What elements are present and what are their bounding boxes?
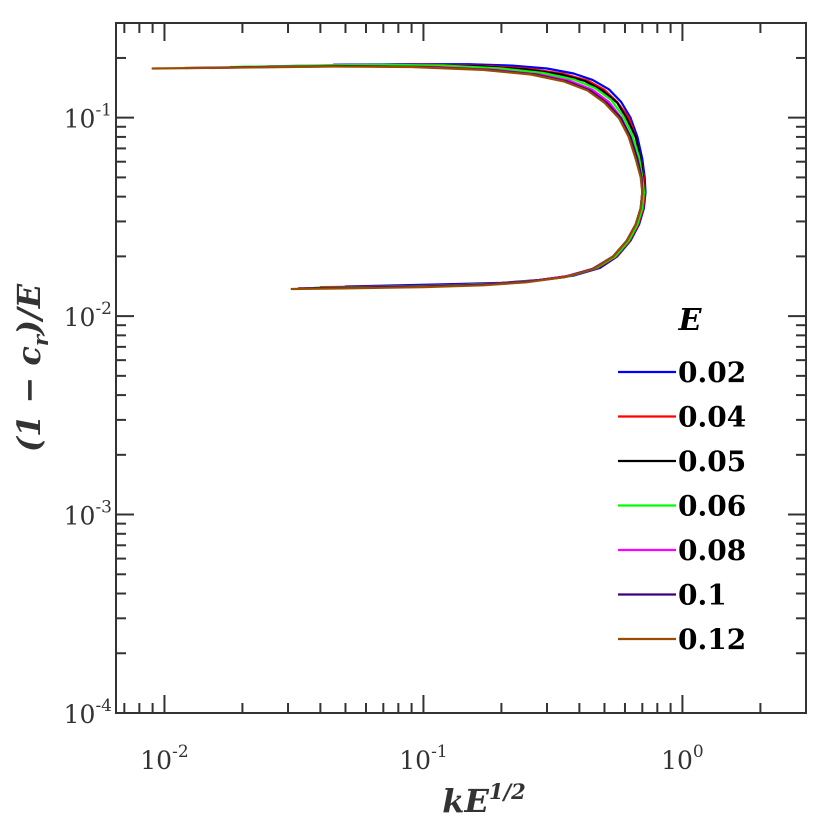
x-tick-label: 10-1: [399, 742, 447, 775]
y-tick-label: 10-3: [64, 498, 112, 531]
series-line-0.05: [241, 63, 646, 289]
y-tick-label: 10-2: [64, 299, 112, 332]
series-line-0.12: [151, 65, 644, 291]
svg-text:(1 − cr)/E: (1 − cr)/E: [10, 283, 53, 452]
x-tick-label: 100: [661, 742, 704, 775]
legend-title: E: [678, 303, 703, 338]
y-axis-label: (1 − cr)/E: [10, 283, 53, 452]
x-tick-label: 10-2: [140, 742, 188, 775]
y-tick-label: 10-1: [64, 101, 112, 134]
legend-label-0.04: 0.04: [678, 401, 746, 434]
legend-label-0.02: 0.02: [678, 356, 746, 389]
series-line-0.04: [266, 63, 646, 289]
y-tick-label: 10-4: [64, 696, 112, 729]
series-line-0.1: [183, 64, 644, 290]
legend-label-0.05: 0.05: [678, 445, 746, 478]
series-line-0.08: [209, 64, 644, 290]
legend: E 0.02 0.04 0.05 0.06 0.08 0.1 0.12: [618, 303, 746, 656]
series-line-0.06: [229, 63, 646, 289]
legend-label-0.1: 0.1: [678, 579, 727, 612]
legend-label-0.06: 0.06: [678, 490, 746, 523]
x-axis-ticks: 10-2 10-1 100: [123, 23, 807, 775]
legend-label-0.12: 0.12: [678, 623, 746, 656]
plot-frame: [115, 22, 807, 714]
series-group: [151, 63, 647, 291]
y-axis-ticks: 10-4 10-3 10-2 10-1: [64, 56, 806, 729]
x-axis-label: kE1/2: [442, 779, 525, 819]
legend-label-0.08: 0.08: [678, 534, 746, 567]
